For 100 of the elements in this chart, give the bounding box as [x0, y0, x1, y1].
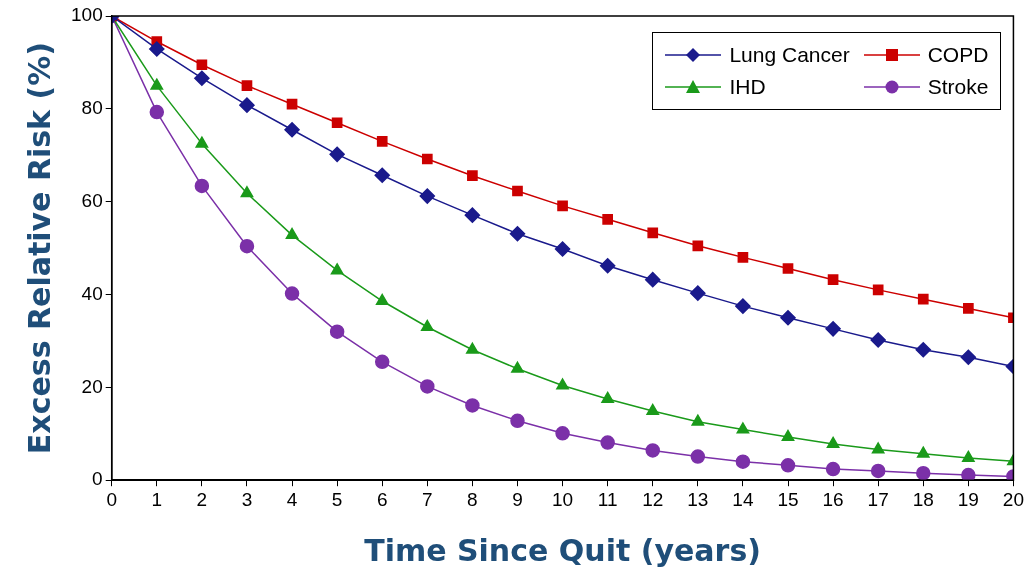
point	[780, 309, 796, 326]
point	[825, 321, 841, 337]
y-tick-label: 40	[81, 282, 103, 304]
x-tick-label: 2	[196, 488, 208, 510]
point	[329, 146, 345, 163]
point	[420, 319, 434, 332]
x-tick-label: 0	[106, 488, 117, 510]
point	[374, 167, 390, 183]
point	[960, 349, 977, 365]
y-tick-label: 100	[71, 4, 103, 26]
point	[782, 263, 794, 274]
point	[509, 225, 526, 242]
point	[961, 467, 976, 481]
point	[735, 298, 751, 314]
point	[916, 446, 930, 458]
x-tick-label: 8	[467, 488, 478, 510]
point	[421, 153, 433, 165]
point	[825, 461, 841, 477]
point	[557, 200, 568, 212]
x-tick-label: 13	[687, 488, 709, 510]
point	[917, 293, 929, 305]
point	[647, 227, 659, 239]
x-tick-label: 16	[822, 488, 844, 510]
point	[963, 303, 974, 314]
point	[239, 238, 255, 254]
x-tick-label: 1	[151, 488, 163, 510]
x-tick-label: 14	[732, 488, 754, 510]
x-tick-label: 19	[957, 488, 979, 510]
point	[599, 257, 616, 274]
x-tick-label: 20	[1002, 488, 1024, 510]
point	[601, 391, 615, 403]
point	[690, 449, 706, 464]
point	[736, 422, 750, 434]
point	[241, 80, 253, 91]
y-tick-label: 20	[81, 375, 103, 397]
point	[149, 41, 165, 57]
point	[735, 454, 751, 469]
x-tick-label: 7	[422, 488, 433, 510]
point	[692, 240, 704, 252]
point	[870, 463, 886, 479]
point	[602, 213, 613, 225]
x-tick-label: 18	[912, 488, 934, 510]
point	[826, 436, 840, 448]
x-axis-title: Time Since Quit (years)	[364, 532, 761, 568]
point	[827, 274, 839, 286]
y-tick-label: 80	[81, 97, 103, 119]
x-tick-label: 6	[376, 488, 388, 510]
point	[239, 97, 255, 113]
point	[467, 170, 478, 182]
point	[555, 426, 570, 441]
x-tick-label: 15	[777, 488, 799, 510]
point	[556, 378, 569, 390]
point	[870, 332, 886, 348]
point	[464, 207, 481, 223]
point	[511, 361, 524, 373]
point	[150, 78, 164, 90]
legend-label: COPD	[927, 43, 989, 67]
point	[284, 121, 300, 138]
point	[420, 379, 435, 394]
y-tick-label: 60	[81, 189, 103, 211]
point	[196, 59, 208, 71]
point	[690, 285, 706, 301]
x-tick-label: 4	[286, 488, 298, 510]
point	[329, 324, 345, 339]
point	[781, 429, 795, 442]
point	[645, 443, 660, 458]
x-tick-label: 10	[552, 488, 574, 510]
point	[419, 188, 436, 204]
point	[330, 263, 344, 275]
point	[195, 136, 209, 148]
y-tick-label: 0	[92, 468, 103, 490]
point	[331, 117, 343, 129]
legend-label: IHD	[729, 75, 766, 99]
x-tick-label: 5	[331, 488, 343, 510]
point	[510, 413, 525, 429]
point	[149, 104, 165, 120]
point	[376, 135, 388, 147]
x-tick-label: 12	[642, 488, 664, 510]
point	[194, 70, 210, 86]
point	[194, 178, 210, 194]
point	[916, 465, 931, 481]
point	[872, 284, 884, 296]
point	[284, 286, 300, 301]
point	[915, 342, 932, 358]
point	[375, 293, 389, 306]
point	[286, 98, 298, 110]
point	[961, 450, 975, 462]
point	[691, 414, 705, 426]
point	[465, 398, 480, 413]
legend-label: Stroke	[927, 75, 989, 99]
point	[600, 435, 615, 450]
x-tick-label: 11	[597, 488, 618, 510]
point	[512, 185, 523, 197]
point	[466, 342, 479, 354]
y-axis-title: Excess Relative Risk (%)	[21, 42, 57, 455]
legend-label: Lung Cancer	[729, 43, 850, 67]
x-tick-label: 3	[241, 488, 253, 510]
point	[644, 271, 661, 288]
point	[240, 186, 254, 198]
x-tick-label: 17	[867, 488, 889, 510]
